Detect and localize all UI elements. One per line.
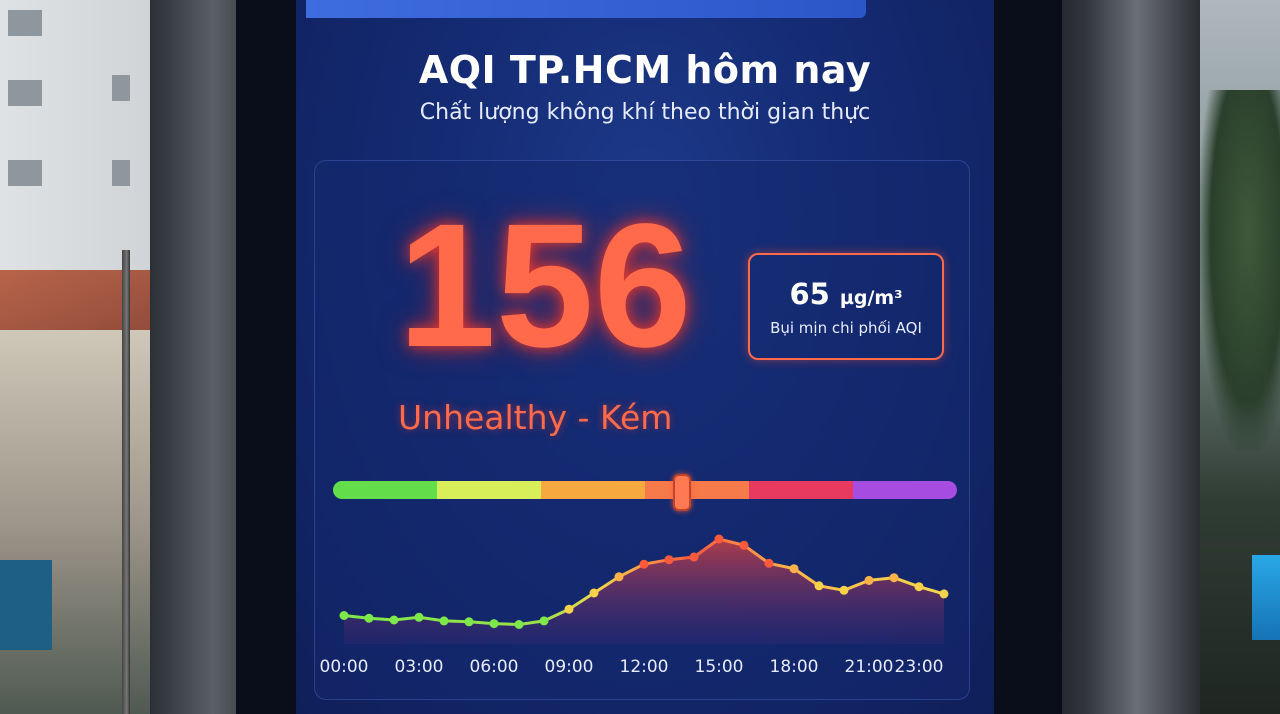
x-tick-label: 18:00 <box>770 657 819 677</box>
x-tick-label: 00:00 <box>320 657 369 677</box>
header-strip <box>306 0 866 18</box>
chart-point <box>389 615 399 625</box>
page-title: AQI TP.HCM hôm nay <box>418 48 872 92</box>
window <box>112 75 130 101</box>
pollutant-value: 65 <box>789 277 830 311</box>
chart-point <box>664 555 674 565</box>
shop-sign-right <box>1252 555 1280 640</box>
window <box>112 160 130 186</box>
lamp-pole <box>122 250 130 714</box>
x-tick-label: 12:00 <box>620 657 669 677</box>
chart-point <box>889 573 899 583</box>
chart-point <box>739 540 749 550</box>
aqi-scale-marker <box>673 474 692 511</box>
chart-point <box>939 589 949 599</box>
chart-point <box>839 585 849 595</box>
building-left <box>0 0 160 290</box>
x-tick-label: 15:00 <box>695 657 744 677</box>
chart-point <box>364 613 374 623</box>
x-tick-label: 23:00 <box>895 657 944 677</box>
chart-point <box>914 582 924 592</box>
chart-point <box>514 620 524 629</box>
chart-point <box>714 534 724 544</box>
chart-point <box>689 552 699 562</box>
tree <box>1200 90 1280 450</box>
x-tick-label: 06:00 <box>470 657 519 677</box>
chart-point <box>764 558 774 568</box>
chart-point <box>439 616 449 626</box>
chart-point <box>464 617 474 627</box>
pollutant-box: 65 µg/m³ Bụi mịn chi phối AQI <box>748 253 944 360</box>
window <box>8 10 42 36</box>
chart-area <box>344 539 944 644</box>
scale-segment-6 <box>853 481 957 499</box>
aqi-status: Unhealthy - Kém <box>398 398 673 437</box>
scale-segment-4 <box>645 481 749 499</box>
pollutant-label: Bụi mịn chi phối AQI <box>770 319 922 337</box>
display-screen: AQI TP.HCM hôm nay Chất lượng không khí … <box>296 0 994 714</box>
window <box>8 160 42 186</box>
aqi-value: 156 <box>398 188 692 384</box>
chart-x-ticks: 00:00 03:00 06:00 09:00 12:00 15:00 18:00 21:00… <box>320 657 944 677</box>
scale-segment-1 <box>333 481 437 499</box>
x-tick-label: 21:00 <box>845 657 894 677</box>
aqi-hourly-chart: 00:00 03:00 06:00 09:00 12:00 15:00 18:00 21:00… <box>320 534 949 677</box>
chart-point <box>864 575 874 585</box>
chart-point <box>564 604 574 614</box>
scale-segment-2 <box>437 481 541 499</box>
scale-segment-5 <box>749 481 853 499</box>
chart-points <box>339 534 949 629</box>
chart-point <box>639 559 649 569</box>
chart-point <box>589 588 599 598</box>
window <box>8 80 42 106</box>
chart-point <box>614 572 624 582</box>
chart-point <box>814 581 824 591</box>
scale-segment-3 <box>541 481 645 499</box>
chart-point <box>414 612 424 622</box>
chart-point <box>789 564 799 574</box>
chart-point <box>539 616 549 626</box>
chart-point <box>339 611 349 620</box>
pollutant-unit: µg/m³ <box>839 287 903 309</box>
shop-sign <box>0 560 52 650</box>
aqi-scale-bar <box>333 481 957 499</box>
chart-point <box>489 619 499 629</box>
pollutant-reading: 65 µg/m³ <box>750 277 942 311</box>
page-subtitle: Chất lượng không khí theo thời gian thực <box>419 100 871 125</box>
x-tick-label: 09:00 <box>545 657 594 677</box>
x-tick-label: 03:00 <box>395 657 444 677</box>
